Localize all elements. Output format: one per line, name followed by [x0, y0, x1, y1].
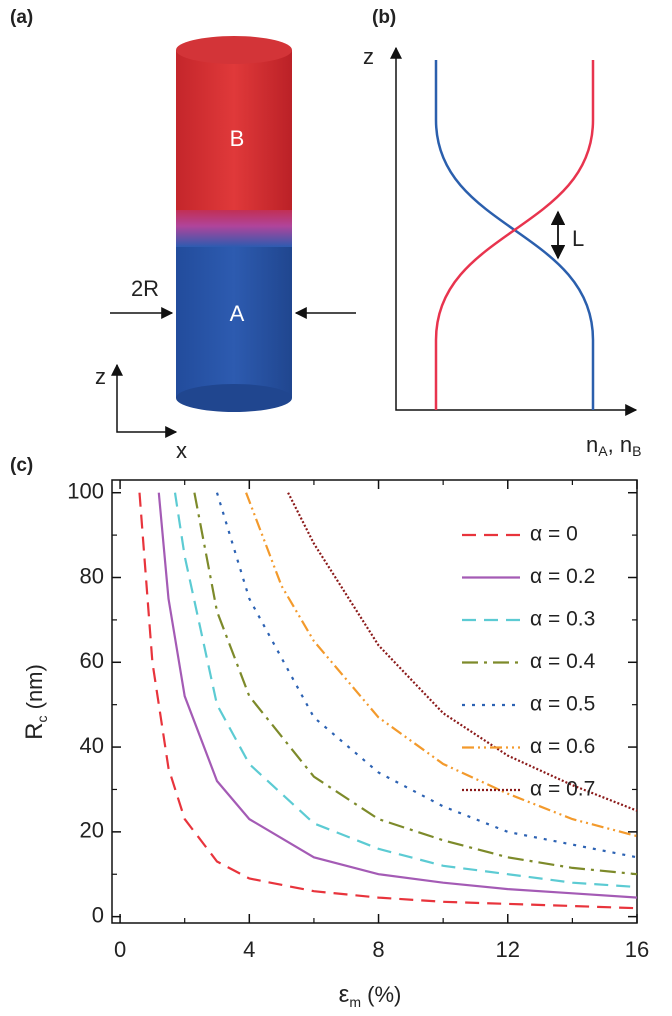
series-line: [173, 492, 638, 889]
segment-label: B: [230, 126, 245, 151]
y-tick-label: 0: [92, 902, 104, 927]
panel-label: (c): [10, 455, 33, 476]
legend-label: α = 0.6: [530, 735, 595, 758]
axis-label-part: ,: [608, 432, 620, 457]
profile-b: [434, 60, 595, 410]
panel-b: (b) z L nA, nB: [363, 7, 641, 459]
x-tick-label: 8: [372, 937, 384, 962]
cylinder-a: [176, 245, 292, 398]
axis-title-sub: m: [349, 994, 361, 1010]
gap-label: L: [572, 226, 584, 251]
x-tick-label: 16: [625, 937, 649, 962]
legend-label: α = 0.2: [530, 565, 595, 588]
axis-label: z: [95, 364, 106, 389]
y-tick-label: 40: [80, 733, 104, 758]
axis-label: x: [176, 438, 187, 463]
y-tick-label: 20: [80, 818, 104, 843]
series-line: [245, 492, 638, 838]
cylinder-top: [176, 36, 292, 64]
axis-title-part: (%): [361, 982, 401, 1007]
interface: [176, 205, 292, 247]
legend-label: α = 0.5: [530, 693, 595, 716]
legend-label: α = 0.3: [530, 608, 595, 631]
y-tick-label: 80: [80, 563, 104, 588]
x-tick-label: 4: [243, 937, 255, 962]
segment-label: A: [230, 301, 245, 326]
panel-label: (b): [372, 7, 396, 28]
axis-label: z: [363, 44, 374, 69]
x-tick-label: 0: [114, 937, 126, 962]
series-line: [193, 492, 638, 876]
panel-label: (a): [10, 7, 33, 28]
y-tick-label: 60: [80, 648, 104, 673]
axis-label-part: n: [620, 432, 632, 457]
plot-frame: [111, 479, 638, 924]
x-axis-title: εm (%): [339, 981, 402, 1009]
axis-label-sub: B: [632, 443, 641, 459]
axes: [390, 46, 638, 416]
y-tick-label: 100: [67, 479, 104, 504]
axis-label: nA, nB: [586, 432, 641, 459]
series-line: [215, 492, 638, 859]
series-line: [157, 492, 638, 899]
panel-c: (c) εm (%) Rc (nm) 0 4 8 12 16 0 20 40 60 80 100 α …: [10, 455, 649, 1010]
axis-title-part: R: [21, 722, 48, 739]
legend-label: α = 0.7: [530, 778, 595, 801]
series-line: [287, 492, 638, 812]
series-line: [138, 492, 638, 910]
axis-label-sub: A: [598, 443, 608, 459]
cylinder-bottom: [176, 384, 292, 412]
y-axis-title: Rc (nm): [21, 664, 49, 740]
x-tick-label: 12: [496, 937, 520, 962]
axis-title-sub: c: [34, 715, 50, 722]
axis-title-part: ε: [339, 981, 350, 1008]
axis-title-part: (nm): [22, 664, 47, 715]
width-label: 2R: [131, 276, 159, 301]
legend-label: α = 0: [530, 523, 578, 546]
cylinder-b: [176, 50, 292, 210]
panel-a: (a) B A 2R z x: [10, 7, 356, 463]
profile-a: [434, 60, 595, 410]
axes-icon: [111, 363, 178, 438]
axis-label-part: n: [586, 432, 598, 457]
legend-label: α = 0.4: [530, 650, 596, 673]
